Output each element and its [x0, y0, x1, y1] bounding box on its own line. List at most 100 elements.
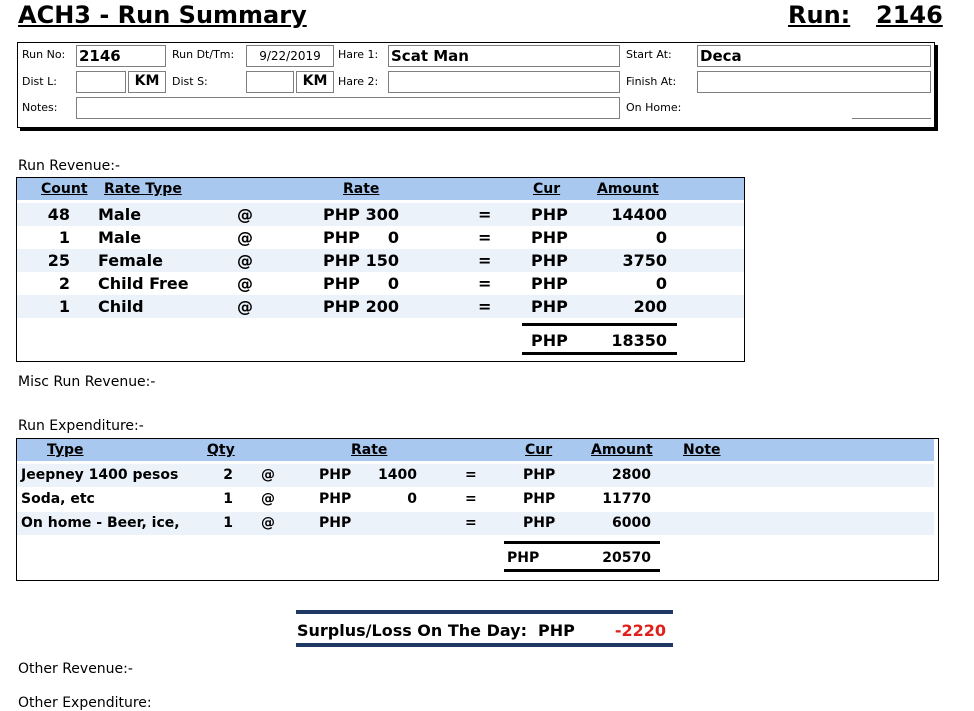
- rate-cur-cell: PHP: [323, 274, 360, 293]
- rate-cell: 0: [387, 228, 399, 247]
- dist-long-unit: KM: [128, 71, 166, 93]
- qty-cell: 1: [223, 515, 233, 531]
- cur-cell: PHP: [531, 297, 568, 316]
- finish-at-field[interactable]: [697, 71, 931, 93]
- table-row: On home - Beer, ice, 1 @ PHP = PHP 6000: [17, 512, 934, 535]
- rate-cur-cell: PHP: [319, 491, 352, 507]
- type-cell: Soda, etc: [21, 491, 95, 507]
- run-no-label: Run No:: [22, 48, 66, 61]
- col-note: Note: [683, 442, 721, 458]
- table-row: 25 Female @ PHP 150 = PHP 3750: [17, 249, 744, 272]
- dist-long-field[interactable]: [76, 71, 126, 93]
- cur-cell: PHP: [523, 515, 556, 531]
- rate-cur-cell: PHP: [319, 467, 352, 483]
- rate-type-cell: Male: [98, 205, 142, 224]
- rate-type-cell: Child: [98, 297, 144, 316]
- notes-field[interactable]: [76, 97, 620, 119]
- col-cur: Cur: [533, 181, 561, 197]
- run-expenditure-label: Run Expenditure:-: [18, 418, 144, 434]
- col-qty: Qty: [207, 442, 235, 458]
- expenditure-table: Type Qty Rate Cur Amount Note Jeepney 14…: [16, 438, 939, 581]
- equals-symbol: =: [478, 205, 492, 224]
- dist-short-label: Dist S:: [172, 75, 208, 88]
- other-expenditure-label: Other Expenditure:: [18, 695, 152, 711]
- count-cell: 1: [58, 297, 70, 316]
- total-top-rule: [504, 541, 660, 544]
- revenue-table: Count Rate Type Rate Cur Amount 48 Male …: [16, 177, 745, 362]
- rate-cell: 200: [365, 297, 399, 316]
- col-type: Type: [47, 442, 84, 458]
- rate-type-cell: Female: [98, 251, 163, 270]
- hare2-field[interactable]: [388, 71, 620, 93]
- count-cell: 2: [58, 274, 70, 293]
- run-revenue-label: Run Revenue:-: [18, 158, 121, 174]
- run-info-panel: Run No: 2146 Run Dt/Tm: 9/22/2019 Hare 1…: [17, 42, 935, 128]
- run-label: Run:: [788, 1, 851, 29]
- at-symbol: @: [237, 274, 253, 293]
- surplus-value: -2220: [614, 621, 666, 640]
- at-symbol: @: [261, 515, 275, 531]
- count-cell: 48: [47, 205, 70, 224]
- equals-symbol: =: [478, 228, 492, 247]
- run-no-field[interactable]: 2146: [76, 45, 166, 67]
- col-cur: Cur: [525, 442, 553, 458]
- hare1-field[interactable]: Scat Man: [388, 45, 620, 67]
- surplus-cur: PHP: [538, 621, 575, 640]
- surplus-top-rule: [296, 610, 673, 614]
- col-count: Count: [41, 181, 88, 197]
- rate-cell: 150: [365, 251, 399, 270]
- run-number: 2146: [876, 1, 943, 29]
- dist-short-field[interactable]: [246, 71, 294, 93]
- at-symbol: @: [237, 205, 253, 224]
- col-rate: Rate: [351, 442, 388, 458]
- cur-cell: PHP: [531, 251, 568, 270]
- col-amount: Amount: [591, 442, 653, 458]
- amount-cell: 14400: [611, 205, 667, 224]
- equals-symbol: =: [465, 467, 477, 483]
- amount-cell: 11770: [602, 491, 651, 507]
- other-revenue-label: Other Revenue:-: [18, 661, 133, 677]
- run-date-label: Run Dt/Tm:: [172, 48, 235, 61]
- cur-cell: PHP: [531, 274, 568, 293]
- table-row: 1 Child @ PHP 200 = PHP 200: [17, 295, 744, 318]
- table-row: 48 Male @ PHP 300 = PHP 14400: [17, 203, 744, 226]
- cur-cell: PHP: [523, 491, 556, 507]
- cur-cell: PHP: [531, 228, 568, 247]
- equals-symbol: =: [478, 297, 492, 316]
- dist-short-unit: KM: [296, 71, 334, 93]
- rate-cur-cell: PHP: [323, 205, 360, 224]
- start-at-field[interactable]: Deca: [697, 45, 931, 67]
- at-symbol: @: [237, 251, 253, 270]
- misc-revenue-label: Misc Run Revenue:-: [18, 374, 156, 390]
- revenue-table-header: Count Rate Type Rate Cur Amount: [17, 178, 744, 200]
- finish-at-label: Finish At:: [626, 75, 677, 88]
- equals-symbol: =: [478, 274, 492, 293]
- equals-symbol: =: [465, 515, 477, 531]
- hare2-label: Hare 2:: [338, 75, 379, 88]
- count-cell: 1: [58, 228, 70, 247]
- type-cell: On home - Beer, ice,: [21, 515, 180, 531]
- qty-cell: 1: [223, 491, 233, 507]
- total-top-rule: [522, 323, 677, 326]
- rate-cell: 0: [407, 491, 417, 507]
- dist-long-label: Dist L:: [22, 75, 57, 88]
- revenue-total-cur: PHP: [531, 331, 568, 350]
- rate-cur-cell: PHP: [323, 251, 360, 270]
- amount-cell: 2800: [612, 467, 651, 483]
- table-row: 2 Child Free @ PHP 0 = PHP 0: [17, 272, 744, 295]
- col-amount: Amount: [597, 181, 659, 197]
- revenue-total: 18350: [611, 331, 667, 350]
- on-home-field[interactable]: [852, 97, 931, 119]
- surplus-bottom-rule: [296, 643, 673, 647]
- total-bottom-rule: [522, 352, 677, 355]
- at-symbol: @: [237, 228, 253, 247]
- equals-symbol: =: [465, 491, 477, 507]
- expenditure-total-cur: PHP: [507, 550, 540, 566]
- start-at-label: Start At:: [626, 48, 672, 61]
- page-title: ACH3 - Run Summary: [18, 1, 307, 29]
- rate-cur-cell: PHP: [323, 297, 360, 316]
- run-date-field[interactable]: 9/22/2019: [246, 45, 334, 67]
- qty-cell: 2: [223, 467, 233, 483]
- cur-cell: PHP: [531, 205, 568, 224]
- on-home-label: On Home:: [626, 101, 682, 114]
